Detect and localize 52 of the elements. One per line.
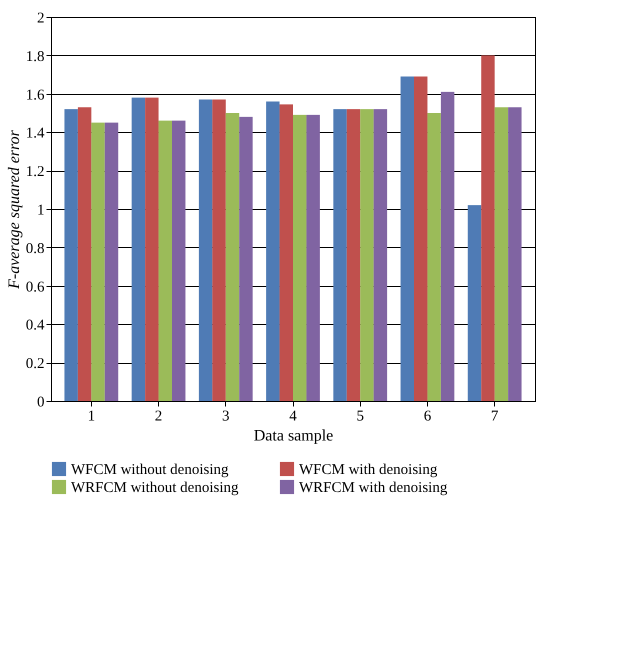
bar [306,114,320,401]
bar [172,120,186,401]
bar [91,122,105,401]
y-tick-label: 0.6 [26,279,45,296]
bar [440,92,454,401]
y-tick-label: 1.6 [26,87,45,104]
bar [158,120,172,401]
bar [481,55,495,401]
y-tick-label: 1.8 [26,48,44,65]
legend-label: WFCM with denoising [299,462,438,478]
y-tick-label: 1.2 [26,164,44,180]
bar [212,100,226,401]
bar [132,98,146,401]
y-tick-label: 1 [37,202,44,218]
y-tick-label: 2 [37,10,44,26]
x-tick-label: 4 [289,408,298,424]
bar [360,109,374,401]
x-tick-label: 7 [490,408,499,424]
bar [400,76,414,401]
bar [64,109,78,401]
x-tick-label: 3 [222,408,230,424]
bar [239,116,253,401]
bar [494,107,508,401]
x-tick-label: 1 [88,408,96,424]
bar [374,109,388,401]
y-tick-label: 1.4 [26,126,45,142]
legend-label: WRFCM with denoising [299,480,448,496]
y-tick-label: 0.8 [26,240,44,257]
legend-label: WFCM without denoising [71,462,230,478]
bar [414,76,428,401]
legend-label: WRFCM without denoising [71,480,240,496]
bar [266,101,280,401]
x-tick-label: 6 [424,408,432,424]
x-tick-label: 5 [356,408,364,424]
y-tick-label: 0.4 [26,318,45,334]
bar [198,100,212,401]
bar [293,114,306,401]
bar [427,113,441,401]
y-tick-label: 0 [37,394,44,410]
y-axis-title: F-average squared error [6,129,23,290]
y-tick-label: 0.2 [26,356,44,372]
bar [280,104,293,401]
bar [333,109,347,401]
bar [226,113,240,401]
bar [346,109,360,401]
x-axis-title: Data sample [254,428,334,444]
bar [145,98,159,401]
x-tick-label: 2 [154,408,162,424]
bar [468,205,482,401]
bar [78,107,92,401]
bar [508,107,522,401]
bar [104,122,118,401]
